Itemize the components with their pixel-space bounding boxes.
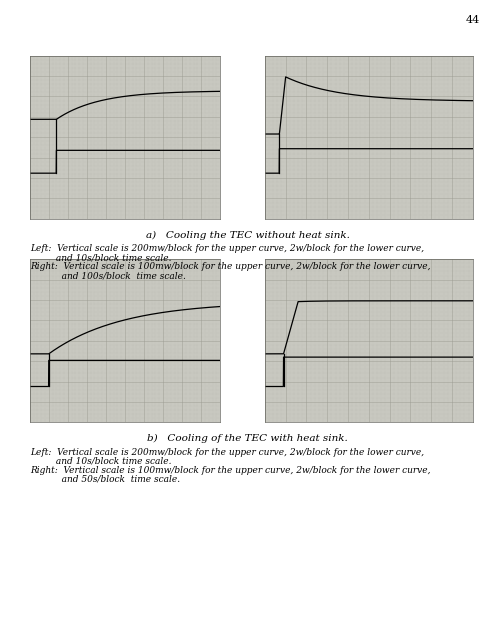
Text: Mon  100mV  V  Ch2   2.00 V  N.04  10.45  Ch2.7  1.00 V: Mon 100mV V Ch2 2.00 V N.04 10.45 Ch2.7 … xyxy=(36,428,173,432)
Text: Tek ■■■ Single Seq  2.04 S/s: Tek ■■■ Single Seq 2.04 S/s xyxy=(271,45,351,50)
Text: Ch1  100mV  V  Ch2   3.00 V  4.54  10.11  Ch1.2  1.00 V: Ch1 100mV V Ch2 3.00 V 4.54 10.11 Ch1.2 … xyxy=(36,224,173,228)
Text: Ch1  100mV  V  Ch2   3.00 V  4.0   10.11  Ch1.2  1.000 V: Ch1 100mV V Ch2 3.00 V 4.0 10.11 Ch1.2 1… xyxy=(271,224,411,228)
Text: Mon  100mV  V  Ch2   2.00 V  V.00  30.91  Ch2.7  1.00 V: Mon 100mV V Ch2 2.00 V V.00 30.91 Ch2.7 … xyxy=(271,428,408,432)
Text: Left:  Vertical scale is 200mw/block for the upper curve, 2w/block for the lower: Left: Vertical scale is 200mw/block for … xyxy=(30,244,424,253)
Text: Tek ■■■ Single Seq  10.9 S/s: Tek ■■■ Single Seq 10.9 S/s xyxy=(271,248,351,253)
Text: and 50s/block  time scale.: and 50s/block time scale. xyxy=(30,475,180,484)
Text: Tek ■■■ Single Seq  9.09 S/s: Tek ■■■ Single Seq 9.09 S/s xyxy=(36,45,116,50)
Text: and 10s/block time scale.: and 10s/block time scale. xyxy=(30,457,171,466)
Text: and 100s/block  time scale.: and 100s/block time scale. xyxy=(30,271,186,280)
Text: Ch1 Zoom:   2.08 Vert   0.5X Horiz: Ch1 Zoom: 2.08 Vert 0.5X Horiz xyxy=(36,264,125,269)
Text: Tek ■■■ Single Seq  10.8 S/s: Tek ■■■ Single Seq 10.8 S/s xyxy=(36,248,116,253)
Text: Ch2 Zoom:   1.00 Vert   0.1X Horiz: Ch2 Zoom: 1.00 Vert 0.1X Horiz xyxy=(271,61,360,65)
Text: Ch1 Zoom:   2.0X Vert   0.1X Horiz: Ch1 Zoom: 2.0X Vert 0.1X Horiz xyxy=(271,264,360,269)
Text: b)   Cooling of the TEC with heat sink.: b) Cooling of the TEC with heat sink. xyxy=(147,434,348,443)
Text: a)   Cooling the TEC without heat sink.: a) Cooling the TEC without heat sink. xyxy=(146,230,349,239)
Text: Right:  Vertical scale is 100mw/block for the upper curve, 2w/block for the lowe: Right: Vertical scale is 100mw/block for… xyxy=(30,466,430,475)
Text: 44: 44 xyxy=(466,15,480,25)
Text: and 10s/block time scale.: and 10s/block time scale. xyxy=(30,253,171,262)
Text: Left:  Vertical scale is 200mw/block for the upper curve, 2w/block for the lower: Left: Vertical scale is 200mw/block for … xyxy=(30,448,424,457)
Text: Right:  Vertical scale is 100mw/block for the upper curve, 2w/block for the lowe: Right: Vertical scale is 100mw/block for… xyxy=(30,262,430,271)
